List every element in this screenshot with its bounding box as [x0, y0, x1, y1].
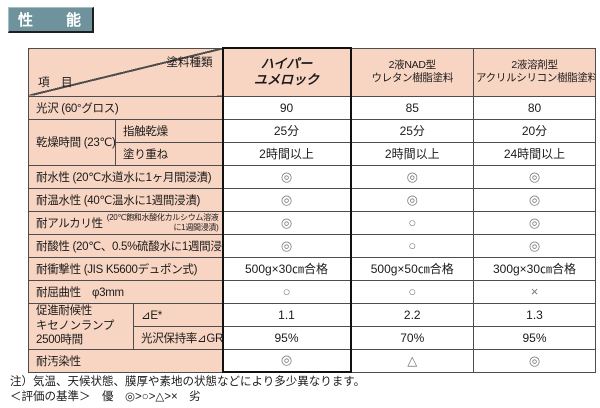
row-acid-resistance: 耐酸性 (20℃、0.5%硫酸水に1週間浸漬) ◎ ○ ◎ — [28, 233, 596, 258]
row-gloss-label: 光沢 (60°グロス) — [28, 95, 223, 120]
footer-criteria: ＜評価の基準＞ 優 ◎>○>△>× 劣 — [10, 390, 201, 403]
dry-touch-solvent-value: 20分 — [473, 118, 596, 143]
col2-line1: 2液NAD型 — [388, 58, 437, 71]
gloss-nad-value: 85 — [350, 95, 474, 120]
corner-item-label: 項 目 — [38, 76, 73, 89]
corner-cell: 塗料種類 項 目 — [28, 47, 223, 97]
stain-nad-value: △ — [350, 348, 474, 373]
impact-solvent-value: 300g×30㎝合格 — [473, 256, 596, 281]
row-gloss: 光沢 (60°グロス) 90 85 80 — [28, 95, 596, 120]
hot-water-hyper-value: ◎ — [221, 187, 352, 212]
table-header-row: 塗料種類 項 目 ハイパー ユメロック 2液NAD型 ウレタン樹脂塗料 2液溶剤… — [28, 47, 596, 97]
gloss-retention-nad-value: 70% — [350, 325, 474, 350]
water-hyper-value: ◎ — [221, 164, 352, 189]
delta-e-label: ⊿E* — [133, 302, 223, 327]
dry-touch-nad-value: 25分 — [350, 118, 474, 143]
dry-recoat-hyper-value: 2時間以上 — [221, 141, 352, 166]
impact-nad-value: 500g×50㎝合格 — [350, 256, 474, 281]
row-alkali-resistance: 耐アルカリ性 (20℃飽和水酸化カルシウム溶液に1週間浸漬) ◎ ○ ◎ — [28, 210, 596, 235]
col2-line2: ウレタン樹脂塗料 — [371, 72, 454, 84]
weathering-line1: 促進耐候性 — [36, 304, 92, 317]
gloss-solvent-value: 80 — [473, 95, 596, 120]
column-header-hyper-yumelock: ハイパー ユメロック — [221, 47, 352, 97]
logo-line2: ユメロック — [253, 72, 319, 88]
dry-recoat-nad-value: 2時間以上 — [350, 141, 474, 166]
dry-recoat-label: 塗り重ね — [115, 141, 223, 166]
row-impact-resistance: 耐衝撃性 (JIS K5600デュポン式) 500g×30㎝合格 500g×50… — [28, 256, 596, 281]
gloss-hyper-value: 90 — [221, 95, 352, 120]
row-bending-resistance: 耐屈曲性 φ3mm ○ ○ × — [28, 279, 596, 304]
alkali-resistance-label: 耐アルカリ性 (20℃飽和水酸化カルシウム溶液に1週間浸漬) — [28, 210, 223, 235]
delta-e-solvent-value: 1.3 — [473, 302, 596, 327]
acid-hyper-value: ◎ — [221, 233, 352, 258]
acid-solvent-value: ◎ — [473, 233, 596, 258]
impact-resistance-label: 耐衝撃性 (JIS K5600デュポン式) — [28, 256, 223, 281]
hot-water-nad-value: ◎ — [350, 187, 474, 212]
stain-hyper-value: ◎ — [221, 348, 352, 373]
row-dry-touch: 乾燥時間 (23℃) 指触乾燥 25分 25分 20分 — [28, 118, 596, 166]
column-header-acrylic-silicon: 2液溶剤型 アクリルシリコン樹脂塗料 — [473, 47, 596, 97]
gloss-retention-solvent-value: 95% — [473, 325, 596, 350]
row-dry-recoat: 塗り重ね 2時間以上 2時間以上 24時間以上 — [29, 141, 596, 166]
col3-line2: アクリルシリコン樹脂塗料 — [476, 72, 596, 84]
weathering-group-label: 促進耐候性 キセノンランプ 2500時間 — [28, 302, 134, 350]
stain-solvent-value: ◎ — [473, 348, 596, 373]
col3-line1: 2液溶剤型 — [511, 58, 558, 71]
alkali-hyper-value: ◎ — [221, 210, 352, 235]
weathering-line3: 2500時間 — [36, 334, 83, 347]
gloss-retention-hyper-value: 95% — [221, 325, 352, 350]
gloss-retention-label: 光沢保持率⊿GR — [133, 325, 223, 350]
footer-notes: 注）気温、天候状態、膜厚や素地の状態などにより多少異なります。 ＜評価の基準＞ … — [10, 375, 365, 405]
row-hot-water-resistance: 耐温水性 (40℃温水に1週間浸漬) ◎ ◎ ◎ — [28, 187, 596, 212]
alkali-solvent-value: ◎ — [473, 210, 596, 235]
corner-paint-type-label: 塗料種類 — [166, 56, 213, 69]
alkali-condition-label: (20℃飽和水酸化カルシウム溶液に1週間浸漬) — [106, 212, 219, 232]
bending-nad-value: ○ — [350, 279, 474, 304]
dry-recoat-solvent-value: 24時間以上 — [473, 141, 596, 166]
alkali-main-label: 耐アルカリ性 — [36, 217, 103, 230]
logo-line1: ハイパー — [260, 56, 313, 71]
performance-table: 塗料種類 項 目 ハイパー ユメロック 2液NAD型 ウレタン樹脂塗料 2液溶剤… — [28, 47, 596, 373]
impact-hyper-value: 500g×30㎝合格 — [221, 256, 352, 281]
row-water-resistance: 耐水性 (20℃水道水に1ヶ月間浸漬) ◎ ◎ ◎ — [28, 164, 596, 189]
delta-e-hyper-value: 1.1 — [221, 302, 352, 327]
delta-e-nad-value: 2.2 — [350, 302, 474, 327]
bending-resistance-label: 耐屈曲性 φ3mm — [28, 279, 223, 304]
bending-solvent-value: × — [473, 279, 596, 304]
footer-note: 注）気温、天候状態、膜厚や素地の状態などにより多少異なります。 — [10, 376, 366, 388]
page-title: 性 能 — [8, 7, 94, 33]
drying-time-group-label: 乾燥時間 (23℃) — [28, 118, 116, 166]
hot-water-resistance-label: 耐温水性 (40℃温水に1週間浸漬) — [28, 187, 223, 212]
row-stain-resistance: 耐汚染性 ◎ △ ◎ — [28, 348, 596, 373]
weathering-line2: キセノンランプ — [36, 319, 115, 332]
dry-touch-label: 指触乾燥 — [115, 118, 223, 143]
water-nad-value: ◎ — [350, 164, 474, 189]
stain-resistance-label: 耐汚染性 — [28, 348, 223, 373]
water-resistance-label: 耐水性 (20℃水道水に1ヶ月間浸漬) — [28, 164, 223, 189]
column-header-nad-urethane: 2液NAD型 ウレタン樹脂塗料 — [350, 47, 474, 97]
hot-water-solvent-value: ◎ — [473, 187, 596, 212]
bending-hyper-value: ○ — [221, 279, 352, 304]
acid-nad-value: ○ — [350, 233, 474, 258]
dry-touch-hyper-value: 25分 — [221, 118, 352, 143]
alkali-nad-value: ○ — [350, 210, 474, 235]
water-solvent-value: ◎ — [473, 164, 596, 189]
row-weathering-delta-e: 促進耐候性 キセノンランプ 2500時間 ⊿E* 1.1 2.2 1.3 — [28, 302, 596, 350]
acid-resistance-label: 耐酸性 (20℃、0.5%硫酸水に1週間浸漬) — [28, 233, 223, 258]
